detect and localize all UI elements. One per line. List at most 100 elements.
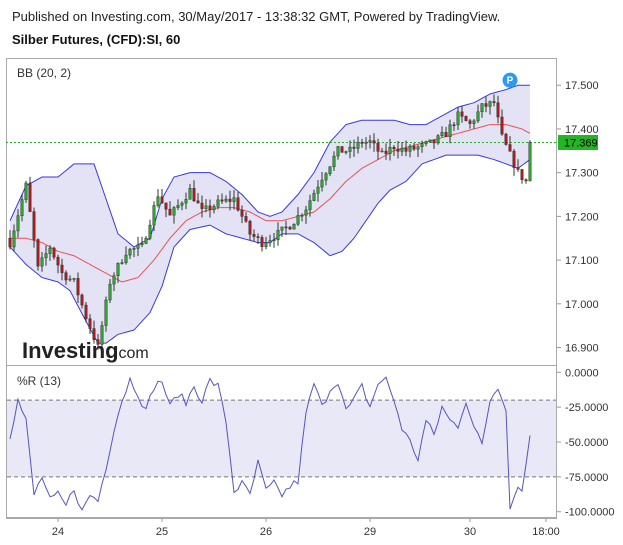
candle-body	[148, 224, 152, 239]
candle-body	[336, 146, 340, 157]
bb-band-fill	[10, 85, 530, 344]
candle-body	[128, 248, 132, 256]
candle-body	[388, 147, 392, 154]
candle-body	[80, 294, 84, 306]
current-price-tag: 17.369	[558, 134, 598, 150]
candle-body	[444, 132, 448, 137]
bb-upper-line	[9, 84, 530, 248]
event-marker-icon[interactable]	[502, 72, 518, 88]
candle-body	[212, 206, 216, 211]
candle-body	[356, 142, 360, 149]
candle-body	[40, 257, 44, 267]
candle-body	[296, 215, 300, 225]
candle-body	[508, 144, 512, 152]
candle-body	[60, 264, 64, 273]
candle-body	[120, 262, 124, 264]
candle-body	[100, 325, 104, 345]
price-tick-label: 17.000	[565, 299, 599, 311]
candle-body	[108, 283, 112, 301]
candle-body	[484, 103, 488, 107]
candle-body	[332, 155, 336, 168]
wr-tick-label: -25.0000	[565, 402, 608, 414]
candle-body	[408, 146, 412, 152]
candle-body	[520, 169, 524, 180]
candle-body	[328, 166, 332, 175]
price-tick-label: 17.500	[565, 80, 599, 92]
candle-body	[384, 150, 388, 154]
candle-body	[96, 339, 100, 345]
candle-body	[448, 124, 452, 137]
candle-body	[176, 205, 180, 208]
candle-body	[368, 140, 372, 143]
candle-body	[476, 111, 480, 122]
logo-word: Investing	[22, 338, 119, 363]
wr-tick-label: -100.0000	[565, 507, 615, 519]
candle-body	[84, 304, 88, 320]
candle-body	[432, 139, 436, 144]
candle-body	[424, 141, 428, 144]
candle-body	[164, 202, 168, 210]
candle-body	[264, 242, 268, 247]
candle-body	[44, 253, 48, 259]
candle-body	[392, 147, 396, 150]
price-tick-label: 17.400	[565, 124, 599, 136]
wr-series-layer	[7, 376, 556, 511]
candle-body	[168, 208, 172, 216]
candle-body	[348, 146, 352, 152]
candle-body	[364, 141, 368, 144]
candle-body	[252, 234, 256, 237]
wr-indicator-label: %R (13)	[17, 374, 61, 388]
candle-body	[344, 151, 348, 153]
candle-body	[396, 148, 400, 152]
candle-body	[468, 120, 472, 124]
candle-body	[456, 111, 460, 126]
time-tick-label: 18:00	[532, 526, 560, 538]
candle-body	[288, 226, 292, 230]
wr-band-fill	[7, 400, 556, 477]
candle-body	[472, 120, 476, 124]
candle-body	[48, 247, 52, 254]
candle-body	[464, 116, 468, 122]
candle-body	[228, 198, 232, 202]
candle-body	[24, 182, 28, 200]
candle-body	[8, 237, 12, 248]
candle-body	[232, 197, 236, 202]
wr-tick-label: -75.0000	[565, 472, 608, 484]
event-marker[interactable]: P	[502, 72, 518, 88]
price-series-layer	[6, 84, 557, 351]
candle-body	[340, 146, 344, 153]
candle-body	[376, 142, 380, 152]
candle-body	[416, 146, 420, 150]
candle-body	[320, 179, 324, 188]
candle-body	[428, 139, 432, 142]
candle-body	[452, 124, 456, 127]
time-tick-label: 25	[156, 526, 168, 538]
candle-body	[192, 188, 196, 202]
wr-line	[9, 376, 531, 511]
candle-body	[300, 214, 304, 217]
candle-body	[220, 199, 224, 202]
candle-body	[156, 196, 160, 206]
candle-body	[200, 202, 204, 209]
candle-body	[316, 186, 320, 194]
candle-body	[52, 247, 56, 258]
chart-title: Silber Futures, (CFD):SI, 60	[12, 32, 181, 47]
candle-body	[404, 147, 408, 152]
price-tick-label: 17.100	[565, 255, 599, 267]
candle-body	[304, 209, 308, 216]
time-tick-label: 29	[364, 526, 376, 538]
candle-body	[216, 199, 220, 207]
bb-indicator-label: BB (20, 2)	[17, 66, 71, 80]
candle-body	[36, 239, 40, 267]
candle-body	[492, 101, 496, 103]
candle-body	[188, 188, 192, 200]
candle-body	[352, 146, 356, 149]
candle-body	[172, 207, 176, 216]
published-caption: Published on Investing.com, 30/May/2017 …	[12, 9, 501, 24]
candle-body	[136, 244, 140, 249]
time-tick-label: 30	[464, 526, 476, 538]
candle-body	[140, 243, 144, 245]
candle-body	[420, 143, 424, 147]
candle-body	[524, 179, 528, 182]
candle-body	[284, 226, 288, 229]
